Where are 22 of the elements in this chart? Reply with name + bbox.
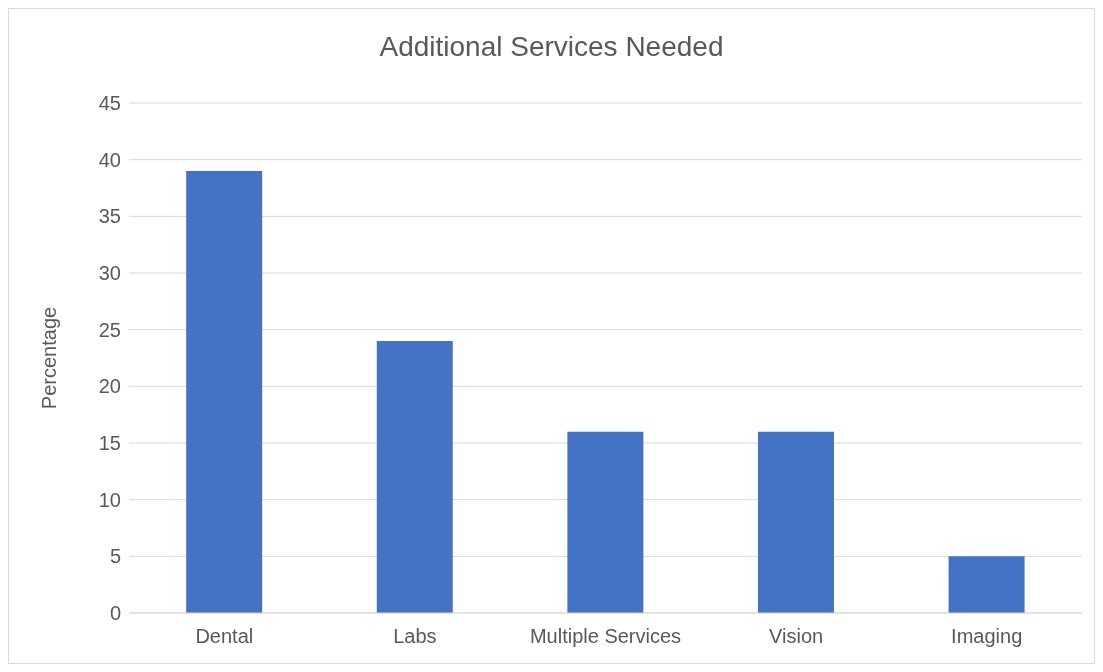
y-tick-label: 15 <box>98 432 121 455</box>
x-tick-label: Multiple Services <box>529 625 682 648</box>
y-tick-label: 45 <box>98 92 121 115</box>
x-tick-label: Imaging <box>951 625 1023 648</box>
y-tick-label: 40 <box>98 148 121 171</box>
y-tick-label: 5 <box>109 545 121 568</box>
y-tick-label: 30 <box>98 262 121 285</box>
x-tick-label: Dental <box>195 625 254 648</box>
bar <box>948 556 1025 613</box>
x-tick-label: Labs <box>393 625 437 648</box>
y-tick-label: 0 <box>109 602 121 625</box>
chart-title: Additional Services Needed <box>378 31 725 63</box>
bar <box>186 171 263 613</box>
y-tick-label: 35 <box>98 205 121 228</box>
x-tick-label: Vision <box>769 625 824 648</box>
bar <box>376 341 453 613</box>
y-axis-title: Percentage <box>38 306 61 410</box>
y-tick-label: 20 <box>98 375 121 398</box>
y-tick-label: 25 <box>98 318 121 341</box>
y-tick-label: 10 <box>98 488 121 511</box>
bar <box>757 431 834 613</box>
bar <box>567 431 644 613</box>
